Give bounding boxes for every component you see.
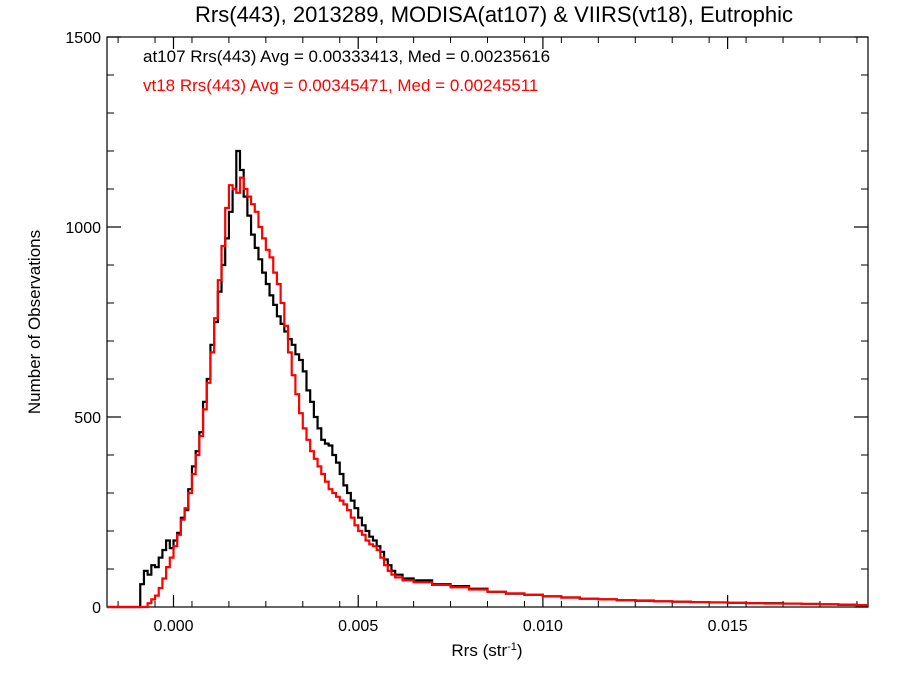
series-layer	[107, 149, 868, 609]
y-axis-label: Number of Observations	[25, 230, 44, 414]
annotation-at107: at107 Rrs(443) Avg = 0.00333413, Med = 0…	[143, 47, 550, 66]
y-tick-label: 500	[74, 410, 101, 427]
x-axis-label-base: Rrs (str	[451, 641, 507, 660]
annotation-vt18: vt18 Rrs(443) Avg = 0.00345471, Med = 0.…	[143, 76, 538, 95]
axis-tick-labels: 0.000 0.005 0.010 0.015 0 500 1000 1500	[65, 30, 747, 635]
x-tick-label: 0.015	[708, 618, 748, 635]
histogram-series-0	[107, 149, 868, 609]
x-tick-label: 0.000	[153, 618, 193, 635]
chart-title: Rrs(443), 2013289, MODISA(at107) & VIIRS…	[195, 2, 793, 27]
y-tick-label: 0	[92, 600, 101, 617]
histogram-series-1	[107, 176, 868, 609]
axis-ticks	[107, 36, 868, 608]
y-tick-label: 1000	[65, 220, 101, 237]
y-tick-label: 1500	[65, 30, 101, 47]
x-tick-label: 0.010	[523, 618, 563, 635]
x-axis-label: Rrs (str-1)	[451, 641, 522, 660]
x-axis-label-sup: -1	[507, 641, 517, 653]
x-axis-label-close: )	[517, 641, 523, 660]
x-tick-label: 0.005	[338, 618, 378, 635]
plot-frame	[106, 36, 869, 608]
